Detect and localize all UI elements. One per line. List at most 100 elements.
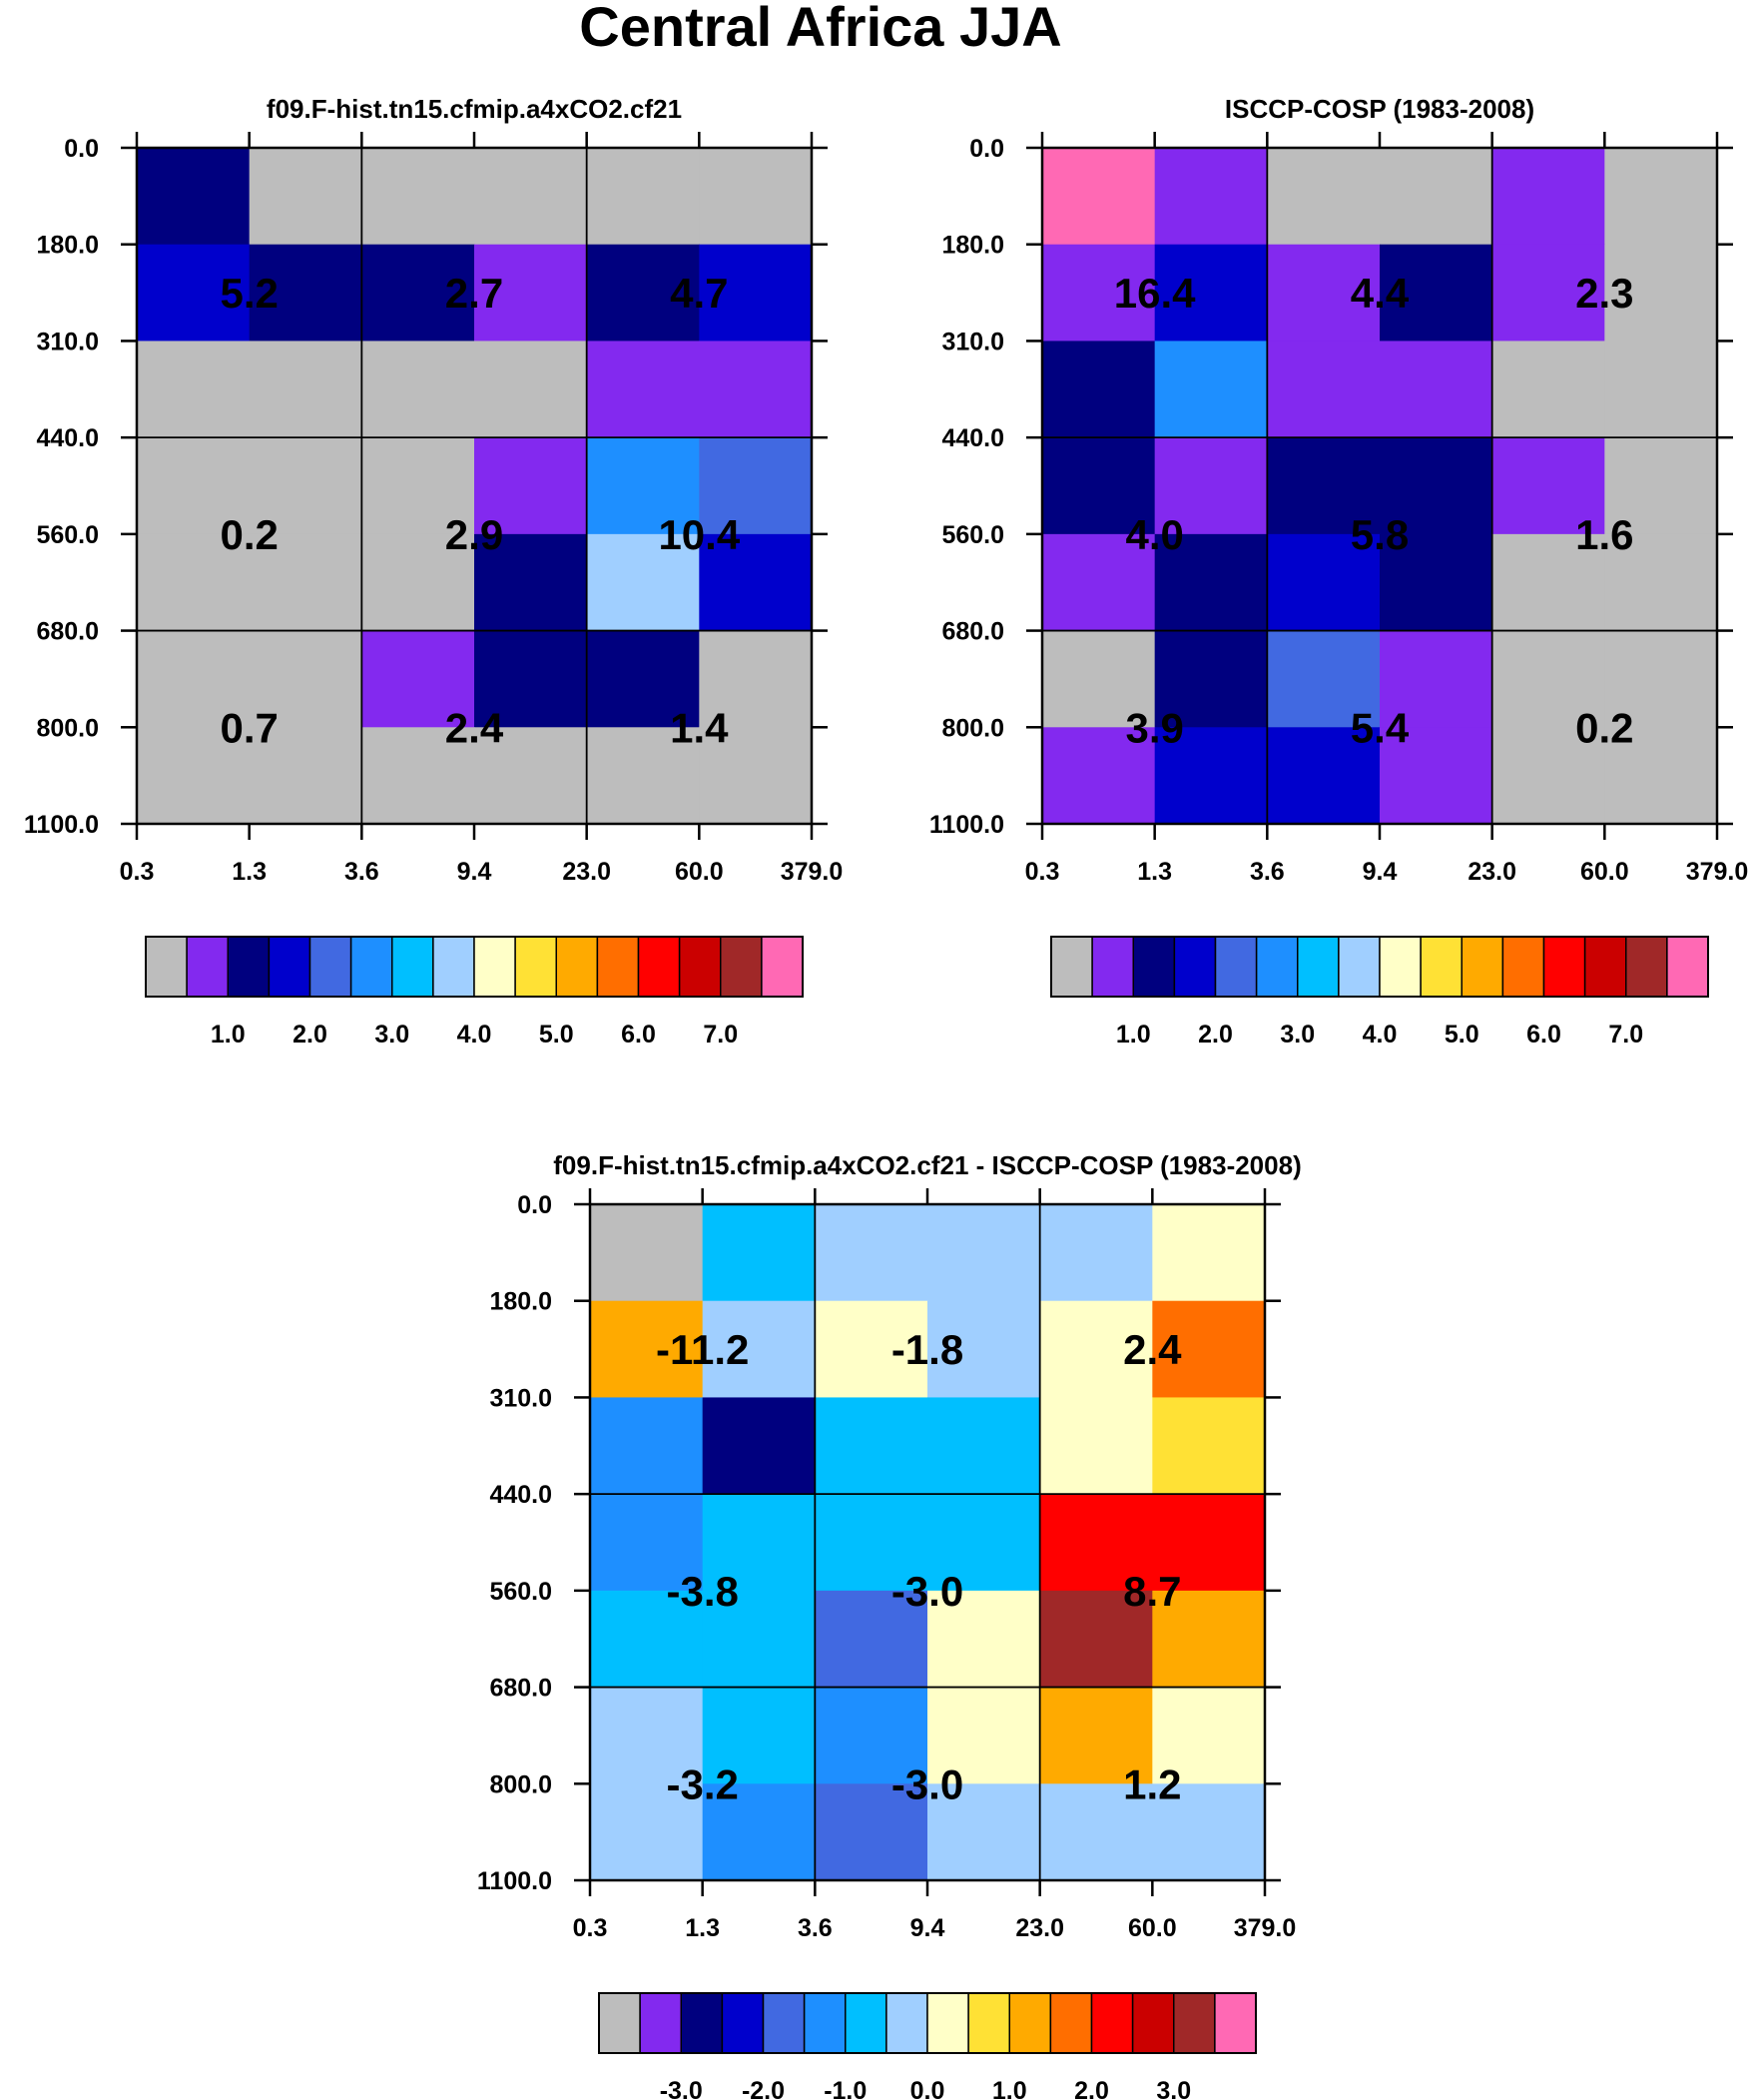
colorbar-label: 0.0 (910, 2077, 945, 2100)
y-tick-label: 680.0 (489, 1675, 552, 1703)
x-tick-label: 379.0 (1234, 1914, 1297, 1942)
colorbar-swatch (598, 1992, 641, 2054)
heatmap-cell (1039, 1300, 1153, 1399)
y-tick-label: 440.0 (941, 424, 1004, 452)
colorbar-label: 3.0 (1280, 1021, 1315, 1049)
colorbar-swatch (762, 1992, 806, 2054)
y-tick-label: 310.0 (941, 328, 1004, 355)
colorbar-swatch (349, 936, 393, 998)
panel-title: f09.F-hist.tn15.cfmip.a4xCO2.cf21 (267, 94, 682, 124)
heatmap-cell (1042, 341, 1156, 438)
cell-value-label: 10.4 (658, 511, 740, 558)
colorbar-swatch (1173, 1992, 1216, 2054)
colorbar-swatch (678, 936, 722, 998)
x-tick-label: 3.6 (1250, 858, 1285, 886)
heatmap-cell (1154, 244, 1268, 343)
colorbar-swatch (268, 936, 311, 998)
heatmap-cell (1491, 437, 1605, 535)
y-tick-label: 0.0 (64, 135, 99, 163)
colorbar-swatch (1132, 936, 1176, 998)
colorbar-swatch (1131, 1992, 1175, 2054)
heatmap-cell (1042, 244, 1156, 343)
y-tick-label: 680.0 (36, 618, 99, 646)
colorbar-swatch (514, 936, 558, 998)
heatmap-cell (474, 244, 588, 343)
colorbar-swatch (1008, 1992, 1052, 2054)
y-tick-label: 800.0 (36, 714, 99, 742)
heatmap-cell (1604, 630, 1718, 728)
colorbar-swatch (1338, 936, 1381, 998)
heatmap-cell (137, 533, 251, 632)
y-tick-label: 560.0 (941, 521, 1004, 549)
heatmap-cell (699, 437, 813, 535)
heatmap-cell (249, 244, 362, 343)
heatmap-cell (1604, 533, 1718, 632)
colorbar-swatch (1214, 936, 1258, 998)
heatmap-cell (1039, 1397, 1153, 1495)
heatmap-cell (1604, 148, 1718, 246)
colorbar-swatch (1625, 936, 1668, 998)
heatmap-cell (927, 1300, 1041, 1399)
heatmap-cell (1152, 1687, 1266, 1784)
heatmap-cell (1267, 437, 1381, 535)
colorbar-swatch (845, 1992, 887, 2054)
colorbar-label: 6.0 (621, 1021, 656, 1049)
colorbar-swatch (186, 936, 230, 998)
heatmap-cell (702, 1204, 816, 1302)
colorbar-label: 1.0 (992, 2077, 1027, 2100)
heatmap-cell (815, 1300, 928, 1399)
colorbar-swatch (680, 1992, 724, 2054)
cell-value-label: -3.0 (891, 1568, 963, 1615)
heatmap-cell (586, 630, 700, 728)
cell-value-label: 4.7 (670, 270, 728, 317)
colorbar-swatch (637, 936, 681, 998)
colorbar-swatch (1420, 936, 1464, 998)
heatmap-cell (699, 727, 813, 825)
heatmap-cell (1154, 148, 1268, 246)
cell-value-label: 1.2 (1123, 1760, 1181, 1807)
colorbar-swatch (1542, 936, 1586, 998)
heatmap-cell (249, 437, 362, 535)
heatmap-cell (1380, 341, 1493, 438)
cell-value-label: 16.4 (1114, 270, 1196, 317)
heatmap-cell (1491, 630, 1605, 728)
cell-value-label: 0.2 (220, 511, 278, 558)
heatmap-cell (1267, 148, 1381, 246)
colorbar-label: -2.0 (742, 2077, 785, 2100)
heatmap-cell (586, 244, 700, 343)
heatmap-cell (702, 1397, 816, 1495)
heatmap-cell (137, 341, 251, 438)
heatmap-cell (590, 1397, 704, 1495)
colorbar-swatch (721, 1992, 765, 2054)
heatmap-cell (474, 437, 588, 535)
heatmap-cell (1152, 1783, 1266, 1881)
heatmap-cell (586, 727, 700, 825)
colorbar-label: 5.0 (1445, 1021, 1479, 1049)
panel-title: f09.F-hist.tn15.cfmip.a4xCO2.cf21 - ISCC… (553, 1150, 1301, 1180)
heatmap-cell (1604, 341, 1718, 438)
colorbar: 1.0 2.0 3.0 4.0 5.0 6.0 7.0 (145, 936, 804, 1049)
colorbar-label: 3.0 (1156, 2077, 1191, 2100)
colorbar-swatch (308, 936, 352, 998)
x-tick-label: 379.0 (1686, 858, 1749, 886)
x-tick-label: 1.3 (232, 858, 267, 886)
colorbar-label: 7.0 (1608, 1021, 1643, 1049)
heatmap-cell (1152, 1590, 1266, 1689)
heatmap-cell (927, 1590, 1041, 1689)
y-tick-label: 180.0 (36, 232, 99, 260)
colorbar-swatch (227, 936, 271, 998)
heatmap-cell (702, 1590, 816, 1689)
heatmap-cell (1267, 244, 1381, 343)
colorbar-swatch (473, 936, 516, 998)
heatmap-cell (361, 341, 475, 438)
colorbar: 1.0 2.0 3.0 4.0 5.0 6.0 7.0 (1050, 936, 1709, 1049)
heatmap-cell (927, 1397, 1041, 1495)
heatmap-cell (249, 630, 362, 728)
heatmap-cell (586, 437, 700, 535)
heatmap-cell (361, 727, 475, 825)
colorbar-label: 4.0 (1363, 1021, 1398, 1049)
x-tick-label: 60.0 (1580, 858, 1629, 886)
colorbar-label: 2.0 (1198, 1021, 1233, 1049)
x-tick-label: 23.0 (1015, 1914, 1064, 1942)
heatmap-cell (1042, 533, 1156, 632)
